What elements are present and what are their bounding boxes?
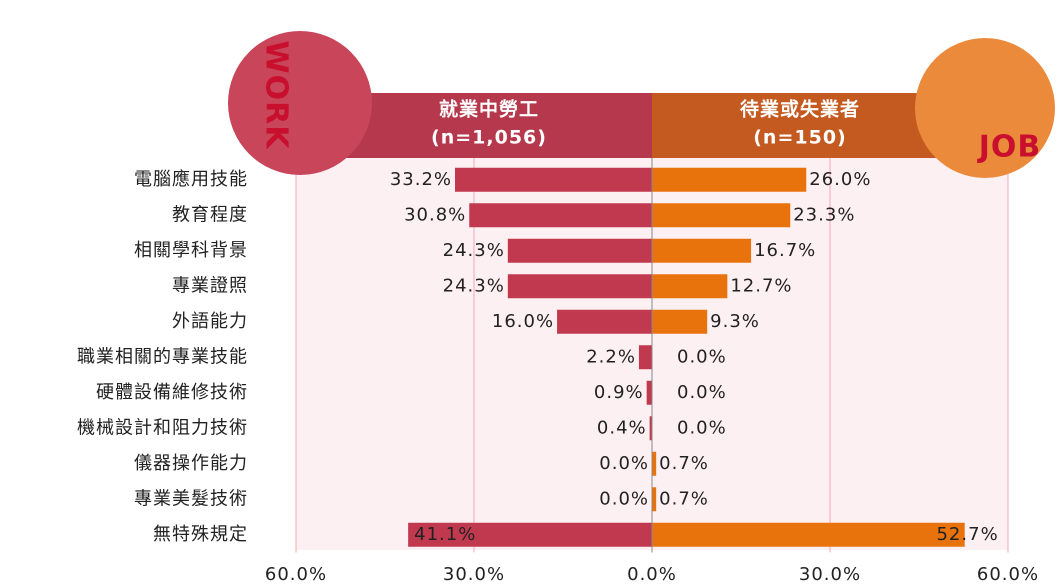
category-label: 電腦應用技能 [134,168,248,190]
value-label: 0.0% [677,382,727,403]
category-label: 教育程度 [172,204,248,225]
bar [652,487,657,512]
bar [469,203,652,228]
x-tick-label: 30.0% [799,564,861,584]
category-label: 機械設計和阻力技術 [77,417,248,438]
value-label: 0.0% [677,417,727,438]
value-label: 0.9% [594,382,644,403]
value-label: 24.3% [443,240,505,261]
legend-label: 就業中勞工 [439,98,539,121]
category-label: 專業美髮技術 [134,487,248,509]
value-label: 12.7% [730,275,792,296]
category-label: 外語能力 [172,311,248,332]
bar [638,345,652,370]
legend-count: (n=1,056) [431,127,547,149]
bar [652,274,728,299]
category-label: 相關學科背景 [134,240,248,261]
value-label: 0.0% [599,488,649,509]
legend-count: (n=150) [753,127,846,149]
bar [652,522,965,547]
category-label: 無特殊規定 [153,524,248,545]
legend-label: 待業或失業者 [740,98,860,121]
work-icon [228,31,372,175]
value-label: 16.0% [492,311,554,332]
value-label: 23.3% [793,204,855,225]
bar [652,451,657,476]
value-label: 2.2% [586,346,636,367]
value-label: 9.3% [710,311,760,332]
value-label: 24.3% [443,275,505,296]
x-tick-label: 0.0% [627,564,677,584]
job-icon [915,38,1055,178]
value-label: 52.7% [936,524,998,545]
bar [408,522,652,547]
bar [557,309,652,334]
category-label: 職業相關的專業技能 [77,346,248,367]
bar [652,309,708,334]
value-label: 30.8% [404,204,466,225]
value-label: 0.0% [599,453,649,474]
bar [649,416,652,441]
value-label: 0.7% [659,488,709,509]
value-label: 41.1% [414,524,476,545]
category-label: 專業證照 [172,275,248,296]
bar [652,238,752,263]
bar [652,203,791,228]
bar [652,167,807,192]
bar [455,167,652,192]
category-label: 儀器操作能力 [134,453,248,474]
work-icon-text: WORK [259,41,294,151]
value-label: 0.7% [659,453,709,474]
x-tick-label: 30.0% [443,564,505,584]
value-label: 33.2% [390,169,452,190]
job-icon-text: JOB [977,130,1042,165]
value-label: 26.0% [809,169,871,190]
value-label: 16.7% [754,240,816,261]
bar [507,274,652,299]
value-label: 0.0% [677,346,727,367]
value-label: 0.4% [597,417,647,438]
x-tick-label: 60.0% [977,564,1039,584]
bar [646,380,652,405]
category-label: 硬體設備維修技術 [96,382,248,403]
x-tick-label: 60.0% [265,564,327,584]
bar [507,238,652,263]
